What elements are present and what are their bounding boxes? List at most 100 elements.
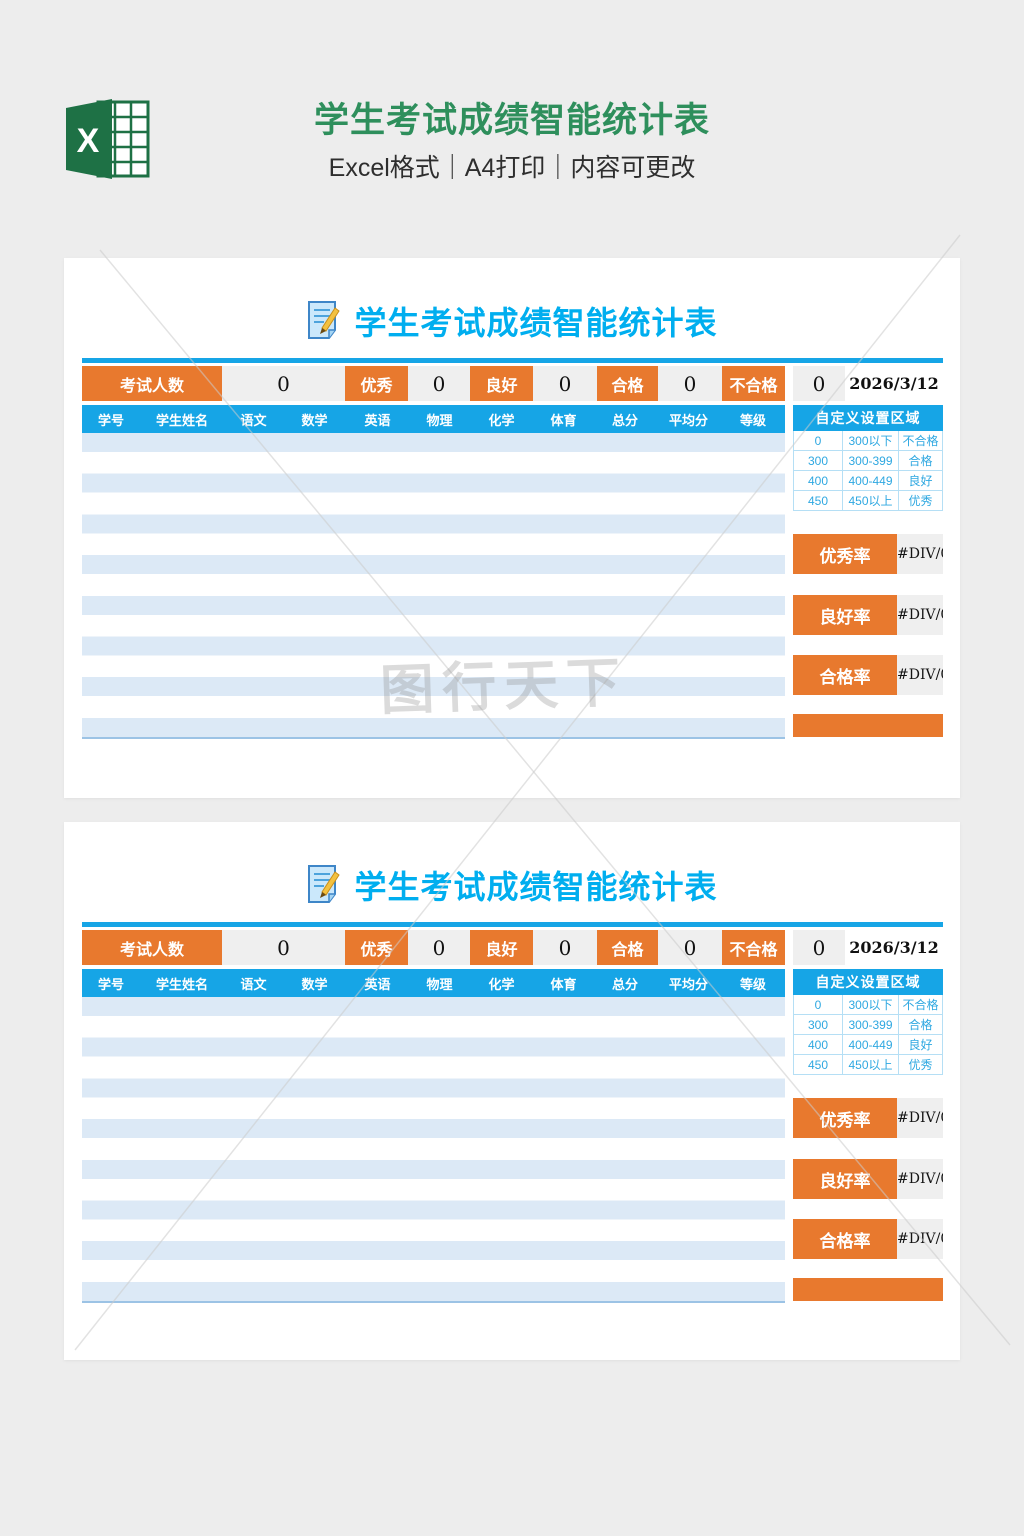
col-header-chemistry: 化学 bbox=[488, 412, 515, 428]
stats-right: 0 2026/3/12 bbox=[793, 366, 943, 401]
stat-label-pass: 合格 bbox=[597, 930, 658, 965]
settings-grade[interactable]: 优秀 bbox=[899, 491, 943, 510]
settings-row: 0 300以下 不合格 bbox=[794, 995, 943, 1015]
orange-bar bbox=[793, 1278, 943, 1301]
settings-min[interactable]: 300 bbox=[794, 1015, 843, 1034]
stat-label-good: 良好 bbox=[470, 366, 533, 401]
settings-min[interactable]: 0 bbox=[794, 431, 843, 450]
settings-range[interactable]: 400-449 bbox=[843, 1035, 899, 1054]
rate-label-good: 良好率 bbox=[793, 1159, 897, 1199]
page-title: 学生考试成绩智能统计表 bbox=[313, 101, 710, 140]
stat-value-examinees[interactable]: 0 bbox=[222, 366, 345, 401]
settings-header: 自定义设置区域 bbox=[793, 969, 943, 995]
stat-value-excellent[interactable]: 0 bbox=[408, 366, 470, 401]
settings-grade[interactable]: 不合格 bbox=[899, 995, 943, 1014]
rate-value-pass[interactable]: #DIV/0! bbox=[897, 655, 943, 695]
rate-label-excellent: 优秀率 bbox=[793, 1098, 897, 1138]
stat-value-examinees[interactable]: 0 bbox=[222, 930, 345, 965]
col-header-physics: 物理 bbox=[426, 976, 453, 992]
settings-range[interactable]: 450以上 bbox=[843, 491, 899, 510]
rate-value-good[interactable]: #DIV/0! bbox=[897, 595, 943, 635]
sheet-title-row: 学生考试成绩智能统计表 bbox=[82, 822, 943, 922]
score-table: 学号 学生姓名 语文 数学 英语 物理 化学 体育 总分 平均分 等级 bbox=[82, 405, 785, 739]
settings-min[interactable]: 400 bbox=[794, 471, 843, 490]
settings-grade[interactable]: 良好 bbox=[899, 471, 943, 490]
stat-value-good[interactable]: 0 bbox=[533, 930, 597, 965]
col-header-name: 学生姓名 bbox=[155, 976, 208, 992]
col-header-pe: 体育 bbox=[550, 412, 577, 428]
col-header-chinese: 语文 bbox=[240, 976, 267, 992]
settings-range[interactable]: 400-449 bbox=[843, 471, 899, 490]
settings-range[interactable]: 300以下 bbox=[843, 431, 899, 450]
settings-min[interactable]: 450 bbox=[794, 1055, 843, 1074]
settings-row: 300 300-399 合格 bbox=[794, 1015, 943, 1035]
table-body[interactable] bbox=[82, 433, 785, 739]
stat-label-examinees: 考试人数 bbox=[82, 930, 222, 965]
settings-grade[interactable]: 合格 bbox=[899, 451, 943, 470]
settings-grade[interactable]: 合格 bbox=[899, 1015, 943, 1034]
settings-header: 自定义设置区域 bbox=[793, 405, 943, 431]
stats-row: 考试人数 0 优秀 0 良好 0 合格 0 不合格 0 2026/3/12 bbox=[82, 366, 943, 401]
stat-label-fail: 不合格 bbox=[722, 930, 785, 965]
stat-label-examinees: 考试人数 bbox=[82, 366, 222, 401]
rate-value-excellent[interactable]: #DIV/0! bbox=[897, 1098, 943, 1138]
table-header-row: 学号 学生姓名 语文 数学 英语 物理 化学 体育 总分 平均分 等级 bbox=[82, 405, 785, 433]
rate-row-good: 良好率 #DIV/0! bbox=[793, 1159, 943, 1199]
sheet-preview-card-2: 学生考试成绩智能统计表 考试人数 0 优秀 0 良好 0 合格 0 不合格 0 … bbox=[64, 822, 960, 1360]
sheet-title-row: 学生考试成绩智能统计表 bbox=[82, 258, 943, 358]
settings-min[interactable]: 0 bbox=[794, 995, 843, 1014]
stats-left: 考试人数 0 优秀 0 良好 0 合格 0 不合格 bbox=[82, 930, 785, 965]
col-header-id: 学号 bbox=[97, 412, 124, 428]
col-header-physics: 物理 bbox=[426, 412, 453, 428]
rate-row-excellent: 优秀率 #DIV/0! bbox=[793, 1098, 943, 1138]
rate-row-pass: 合格率 #DIV/0! bbox=[793, 1219, 943, 1259]
settings-range[interactable]: 300以下 bbox=[843, 995, 899, 1014]
rate-value-pass[interactable]: #DIV/0! bbox=[897, 1219, 943, 1259]
stat-value-pass[interactable]: 0 bbox=[658, 366, 722, 401]
settings-range[interactable]: 300-399 bbox=[843, 451, 899, 470]
col-header-pe: 体育 bbox=[550, 976, 577, 992]
col-header-english: 英语 bbox=[364, 412, 391, 428]
stat-value-fail[interactable]: 0 bbox=[793, 930, 845, 965]
settings-min[interactable]: 300 bbox=[794, 451, 843, 470]
stat-value-fail[interactable]: 0 bbox=[793, 366, 845, 401]
divider-line bbox=[82, 922, 943, 927]
rate-value-good[interactable]: #DIV/0! bbox=[897, 1159, 943, 1199]
main-area: 学号 学生姓名 语文 数学 英语 物理 化学 体育 总分 平均分 等级 自定义设… bbox=[82, 405, 943, 739]
settings-grade[interactable]: 不合格 bbox=[899, 431, 943, 450]
settings-row: 0 300以下 不合格 bbox=[794, 431, 943, 451]
sheet-title: 学生考试成绩智能统计表 bbox=[354, 869, 718, 905]
settings-min[interactable]: 400 bbox=[794, 1035, 843, 1054]
date-cell[interactable]: 2026/3/12 bbox=[845, 930, 943, 965]
settings-range[interactable]: 300-399 bbox=[843, 1015, 899, 1034]
settings-grade[interactable]: 优秀 bbox=[899, 1055, 943, 1074]
score-table: 学号 学生姓名 语文 数学 英语 物理 化学 体育 总分 平均分 等级 bbox=[82, 969, 785, 1303]
stat-value-good[interactable]: 0 bbox=[533, 366, 597, 401]
col-header-math: 数学 bbox=[301, 976, 328, 992]
col-header-english: 英语 bbox=[364, 976, 391, 992]
settings-min[interactable]: 450 bbox=[794, 491, 843, 510]
stat-value-excellent[interactable]: 0 bbox=[408, 930, 470, 965]
table-body[interactable] bbox=[82, 997, 785, 1303]
rate-label-pass: 合格率 bbox=[793, 655, 897, 695]
note-pencil-icon bbox=[307, 299, 341, 344]
stat-label-fail: 不合格 bbox=[722, 366, 785, 401]
col-header-total: 总分 bbox=[611, 412, 638, 428]
rate-value-excellent[interactable]: #DIV/0! bbox=[897, 534, 943, 574]
col-header-grade: 等级 bbox=[739, 976, 766, 992]
excel-logo-icon: X bbox=[62, 94, 154, 186]
page-subtitle: Excel格式｜A4打印｜内容可更改 bbox=[328, 154, 696, 182]
settings-row: 450 450以上 优秀 bbox=[794, 491, 943, 511]
col-header-name: 学生姓名 bbox=[155, 412, 208, 428]
date-cell[interactable]: 2026/3/12 bbox=[845, 366, 943, 401]
rate-row-pass: 合格率 #DIV/0! bbox=[793, 655, 943, 695]
settings-row: 400 400-449 良好 bbox=[794, 1035, 943, 1055]
rate-label-pass: 合格率 bbox=[793, 1219, 897, 1259]
col-header-average: 平均分 bbox=[668, 976, 708, 992]
rate-row-good: 良好率 #DIV/0! bbox=[793, 595, 943, 635]
stat-value-pass[interactable]: 0 bbox=[658, 930, 722, 965]
settings-range[interactable]: 450以上 bbox=[843, 1055, 899, 1074]
settings-grade[interactable]: 良好 bbox=[899, 1035, 943, 1054]
settings-table: 0 300以下 不合格 300 300-399 合格 400 400-449 良… bbox=[793, 995, 943, 1075]
